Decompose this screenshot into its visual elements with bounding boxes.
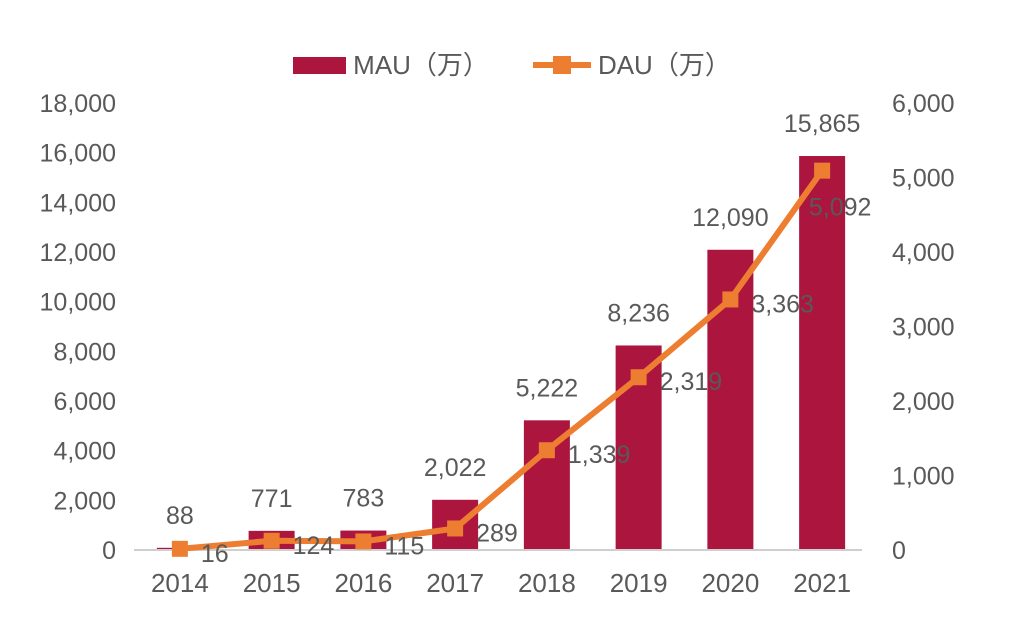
left-axis-tick-label: 0 [102,537,116,565]
dau-value-label: 3,363 [751,290,814,318]
dau-line [179,168,825,552]
legend-item-mau: MAU（万） [293,52,489,78]
x-axis-label: 2015 [243,568,301,598]
mau-value-label: 783 [343,485,385,513]
left-axis-tick-label: 14,000 [40,189,116,217]
mau-legend-swatch-icon [293,56,347,74]
dau-legend-label: DAU（万） [597,50,731,80]
dau-marker-icon [722,291,739,308]
left-axis-tick-label: 4,000 [53,438,116,466]
x-axis-label: 2020 [701,568,759,598]
right-axis-tick-label: 4,000 [892,239,955,267]
mau-value-label: 88 [166,502,194,530]
x-axis-label: 2021 [793,568,851,598]
legend: MAU（万） DAU（万） [0,52,1024,78]
dau-marker-icon [355,533,372,550]
dau-marker-icon [630,369,647,386]
dau-marker-icon [538,442,555,459]
x-axis-label: 2016 [334,568,392,598]
x-axis-label: 2017 [426,568,484,598]
mau-bar [523,420,570,550]
x-axis-label: 2014 [151,568,209,598]
left-axis-tick-label: 10,000 [40,289,116,317]
dau-marker-icon [447,520,464,537]
dau-legend-marker-icon [552,56,571,74]
dau-value-label: 115 [384,532,424,560]
right-axis-tick-label: 3,000 [892,314,955,342]
right-axis-tick-label: 5,000 [892,165,955,193]
left-axis-tick-label: 2,000 [53,487,116,515]
mau-value-label: 8,236 [607,299,670,327]
dau-marker-icon [171,540,188,557]
left-axis-tick-label: 8,000 [53,338,116,366]
mau-value-label: 5,222 [516,374,579,402]
mau-legend-label: MAU（万） [353,50,489,80]
dau-marker-icon [814,162,831,179]
left-axis-tick-label: 12,000 [40,239,116,267]
mau-value-label: 15,865 [784,110,860,138]
dau-value-label: 1,339 [568,441,631,469]
right-axis-tick-label: 2,000 [892,388,955,416]
x-axis-label: 2018 [518,568,576,598]
dau-legend-swatch-icon [532,56,591,74]
right-axis-tick-label: 1,000 [892,463,955,491]
legend-item-dau: DAU（万） [532,50,731,80]
mau-value-label: 12,090 [692,204,768,232]
mau-value-label: 771 [251,485,293,513]
x-axis-label: 2019 [610,568,668,598]
mau-bar [799,156,846,550]
dau-value-label: 16 [201,540,229,568]
right-axis-tick-label: 0 [892,537,906,565]
left-axis-tick-label: 18,000 [40,90,116,118]
left-axis-tick-label: 6,000 [53,388,116,416]
right-axis-tick-label: 6,000 [892,90,955,118]
left-axis-tick-label: 16,000 [40,140,116,168]
dau-marker-icon [263,532,280,549]
dau-value-label: 124 [293,532,335,560]
dau-value-label: 2,319 [660,368,723,396]
dau-value-label: 289 [476,519,518,547]
mau-value-label: 2,022 [424,454,487,482]
dau-value-label: 5,092 [809,194,872,222]
